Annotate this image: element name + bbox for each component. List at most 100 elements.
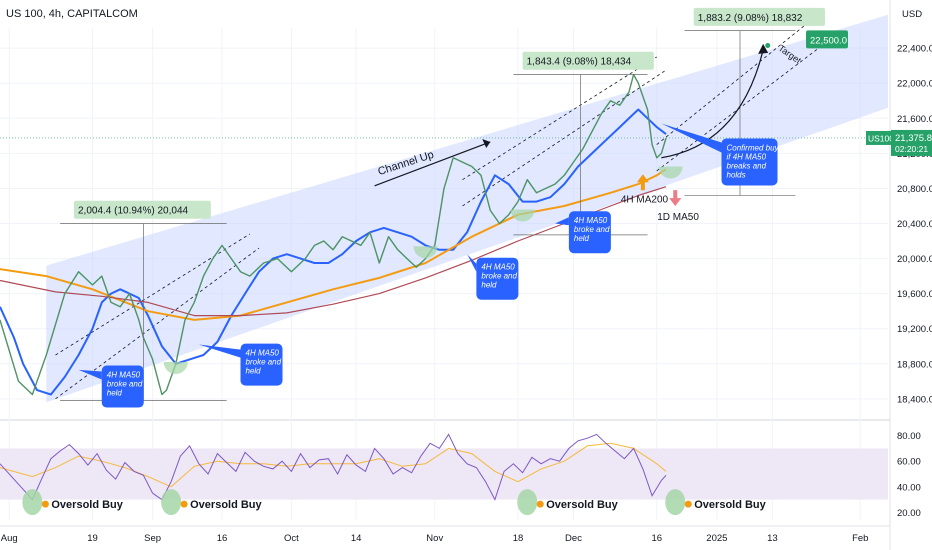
rsi-line <box>0 433 667 501</box>
currency-label[interactable]: USD <box>902 9 922 20</box>
ma50-note-text: held <box>246 367 262 376</box>
price-tick-label: 20,800.0 <box>897 184 932 195</box>
ma50-note-text: held <box>574 234 590 243</box>
time-tick-label: Feb <box>852 533 868 544</box>
ma200-arrow-up <box>636 174 649 191</box>
channel-up-band <box>46 14 889 403</box>
ma50-note-text: broke and <box>574 225 610 234</box>
rsi-ma-line <box>0 442 667 488</box>
time-tick-label: Oct <box>284 533 299 544</box>
confirm-note-text: Confirmed buy <box>727 143 780 152</box>
oversold-dot <box>41 500 49 508</box>
time-tick-label: 2025 <box>706 533 727 544</box>
ma50-note-box <box>476 257 519 300</box>
time-tick-label: Nov <box>426 533 443 544</box>
ma50-note-text: broke and <box>246 358 282 367</box>
dashed-channel-line <box>462 56 657 181</box>
rsi-tick-label: 40.00 <box>897 482 921 493</box>
price-axis-panel <box>890 0 932 550</box>
ma-line-4h-ma200 <box>0 168 667 321</box>
measure-label-box <box>74 200 211 219</box>
ma200-label: 4H MA200 <box>621 194 669 205</box>
measure-label: 1,883.2 (9.08%) 18,832 <box>698 13 803 24</box>
target-point <box>765 43 771 49</box>
price-line-shadow <box>0 74 667 395</box>
time-tick-label: 16 <box>651 533 662 544</box>
symbol-badge: US100 <box>868 133 894 143</box>
ma50-note-text: held <box>481 281 497 290</box>
ma50-note-text: held <box>107 389 123 398</box>
ma50-note-text: 4H MA50 <box>107 371 141 380</box>
ma50-note-box <box>568 211 611 254</box>
measure-label: 1,843.4 (9.08%) 18,434 <box>527 57 632 68</box>
projection-arrowhead <box>758 43 769 54</box>
confirm-note-text: holds <box>727 170 746 179</box>
ma50-note-pointer <box>198 344 241 358</box>
price-tick-label: 22,400.0 <box>897 44 932 55</box>
d50-arrow-down <box>669 190 682 207</box>
oversold-circle <box>517 489 538 516</box>
time-tick-label: 14 <box>351 533 362 544</box>
time-tick-label: Aug <box>1 533 18 544</box>
countdown-label: 02:20:21 <box>895 144 928 154</box>
ma50-note-text: 4H MA50 <box>246 349 280 358</box>
channel-arrow <box>374 141 491 187</box>
ma50-note-box <box>101 365 144 408</box>
ma50-note-text: broke and <box>107 380 143 389</box>
price-layer <box>0 73 888 396</box>
d50-label: 1D MA50 <box>657 212 699 223</box>
oversold-circle <box>161 489 182 516</box>
time-tick-label: 16 <box>217 533 228 544</box>
price-tick-label: 19,200.0 <box>897 324 932 335</box>
target-price-label: 22,500.0 <box>810 35 847 46</box>
last-price-label: 21,375.8 <box>895 133 932 144</box>
measure-label-box <box>522 51 654 70</box>
price-tick-label: 19,600.0 <box>897 289 932 300</box>
oversold-dot <box>536 500 544 508</box>
oversold-label: Oversold Buy <box>546 499 618 511</box>
last-price-box <box>891 129 932 156</box>
symbol-badge-box <box>866 130 891 145</box>
dashed-channel-line <box>55 233 250 356</box>
pullback-marker <box>413 246 438 259</box>
pullback-marker <box>658 166 683 179</box>
oversold-circle <box>22 489 43 516</box>
rsi-band <box>0 448 888 500</box>
ma50-note-pointer <box>467 254 477 272</box>
time-tick-label: 13 <box>767 533 778 544</box>
measure-label-box <box>693 7 825 26</box>
ma50-note-text: 4H MA50 <box>481 263 515 272</box>
rsi-tick-label: 20.00 <box>897 508 921 519</box>
ma50-note-pointer <box>78 369 102 380</box>
dashed-channel-line <box>656 25 806 145</box>
time-tick-label: 18 <box>513 533 524 544</box>
ma50-note-text: 4H MA50 <box>574 216 608 225</box>
oversold-label: Oversold Buy <box>694 499 766 511</box>
oversold-label: Oversold Buy <box>51 499 123 511</box>
time-tick-label: Sep <box>144 533 161 544</box>
rsi-tick-label: 60.00 <box>897 457 921 468</box>
price-tick-label: 21,600.0 <box>897 114 932 125</box>
axis-layer: 22,400.022,000.021,600.021,200.020,800.0… <box>1 44 932 544</box>
pullback-marker <box>163 362 188 375</box>
confirm-note-text: breaks and <box>727 161 767 170</box>
ma50-note-text: broke and <box>481 272 517 281</box>
annotations-layer: 2,004.4 (10.94%) 20,044 1,843.4 (9.08%) 1… <box>60 7 848 408</box>
price-tick-label: 22,000.0 <box>897 79 932 90</box>
oversold-circle <box>665 489 686 516</box>
pullback-marker <box>510 209 535 222</box>
oversold-dot <box>684 500 692 508</box>
ma50-note-box <box>240 343 283 386</box>
price-tick-label: 18,800.0 <box>897 359 932 370</box>
oversold-label: Oversold Buy <box>190 499 262 511</box>
confirm-note-box <box>721 138 778 186</box>
confirm-note-text: if 4H MA50 <box>727 152 767 161</box>
chart-title: US 100, 4h, CAPITALCOM <box>6 8 138 20</box>
channel-arrowhead <box>482 138 491 148</box>
price-tick-label: 18,400.0 <box>897 394 932 405</box>
measure-label: 2,004.4 (10.94%) 20,044 <box>78 206 189 217</box>
rsi-tick-label: 80.00 <box>897 431 921 442</box>
time-tick-label: Dec <box>565 533 582 544</box>
